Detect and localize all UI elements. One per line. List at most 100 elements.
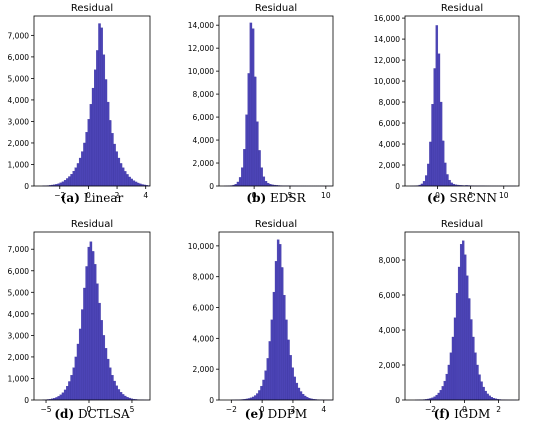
y-tick-label: 6,000 [193, 113, 215, 122]
histogram-bar [61, 181, 65, 187]
histogram-bar [462, 240, 465, 401]
histogram-bar [464, 254, 467, 401]
histogram-bar [132, 180, 136, 187]
y-tick-label: 2,000 [193, 159, 215, 168]
histogram-bar [61, 392, 65, 401]
histogram-bar [96, 50, 99, 187]
histogram-bar [251, 28, 255, 187]
histogram-bar [98, 23, 101, 187]
y-tick-label: 5,000 [8, 288, 30, 297]
histogram-bar [468, 298, 471, 401]
histogram-bar [283, 295, 286, 401]
histogram-bar [270, 319, 274, 401]
axes-frame [218, 231, 334, 401]
histogram-bar [459, 244, 463, 401]
histogram-bar [111, 375, 114, 401]
panel-caption: (f) IGDM [434, 407, 491, 421]
histogram-bar [117, 157, 121, 187]
y-tick-label: 12,000 [188, 44, 214, 53]
histogram-bar [247, 73, 250, 187]
y-tick-label: 8,000 [379, 256, 401, 265]
histogram-bar [106, 101, 110, 187]
panel-caption: (b) EDSR [246, 191, 305, 205]
panel-caption-letter: (f) [433, 407, 451, 421]
y-tick-label: 2,000 [193, 365, 215, 374]
histogram-bar [433, 396, 436, 401]
histogram-bar [490, 397, 493, 401]
histogram-bar [74, 167, 78, 187]
histogram-bar [437, 53, 441, 187]
histogram-bar [76, 163, 80, 187]
panel-caption: (c) SRCNN [427, 191, 497, 205]
histogram-bars [410, 25, 517, 187]
histogram-bar [76, 343, 80, 401]
panel-caption-name: SRCNN [449, 191, 497, 205]
histogram-bar [488, 395, 491, 401]
histogram-bar [126, 174, 129, 187]
histogram-bar [66, 386, 69, 401]
histogram-bar [297, 387, 301, 401]
histogram-bar [72, 367, 75, 401]
x-tick-label: 4 [321, 405, 326, 414]
y-tick-label: 14,000 [188, 21, 214, 30]
histogram-bar [446, 174, 449, 187]
histogram-bar [104, 348, 108, 401]
y-tick-label: 4,000 [193, 136, 215, 145]
y-tick-label: 6,000 [379, 119, 401, 128]
chart-title: Residual [71, 3, 113, 14]
y-tick-label: 0 [209, 182, 214, 191]
histogram-bar [295, 382, 299, 401]
histogram-bar [422, 181, 426, 187]
y-tick-label: 6,000 [193, 304, 215, 313]
histogram-bar [470, 319, 473, 401]
panel-caption-letter: (e) [244, 407, 264, 421]
y-tick-label: 0 [24, 182, 29, 191]
histogram-bars [231, 239, 334, 401]
histogram-bar [486, 393, 489, 401]
histogram-bar [455, 293, 459, 401]
histogram-bar [450, 182, 453, 187]
histogram-bar [276, 239, 280, 401]
histogram-bar [109, 367, 112, 401]
y-tick-label: 3,000 [8, 117, 30, 126]
histogram-bar [238, 177, 242, 187]
x-tick-label: −2 [425, 405, 436, 414]
y-tick-label: 3,000 [8, 331, 30, 340]
panel-caption-letter: (d) [54, 407, 75, 421]
x-tick-label: 0 [87, 405, 92, 414]
y-tick-label: 0 [395, 396, 400, 405]
panel-caption-name: DCTLSA [77, 407, 130, 421]
histogram-bar [113, 143, 116, 187]
histogram-bar [435, 394, 438, 401]
chart-title: Residual [255, 3, 297, 14]
y-tick-label: 8,000 [379, 98, 401, 107]
chart-title: Residual [71, 219, 113, 230]
histogram-bar [453, 317, 457, 401]
y-tick-label: 7,000 [8, 245, 30, 254]
x-tick-label: −2 [226, 405, 237, 414]
histogram-bar [439, 390, 442, 401]
x-tick-label: 5 [130, 405, 135, 414]
histogram-bar [448, 179, 451, 187]
x-tick-label: 0 [462, 405, 467, 414]
histogram-panel: Residual 0 2,000 4,000 6,000 8,000 10,000 12,00… [188, 3, 334, 200]
histogram-bar [85, 132, 88, 187]
histogram-bar [245, 114, 248, 187]
histogram-bar [74, 356, 78, 401]
histogram-bar [87, 119, 90, 187]
histogram-bar [72, 170, 75, 187]
x-tick-label: 0 [86, 191, 91, 200]
histogram-bar [480, 381, 483, 401]
y-tick-label: 6,000 [379, 291, 401, 300]
y-tick-label: 14,000 [374, 35, 400, 44]
x-tick-label: −2 [54, 191, 65, 200]
histogram-bar [306, 397, 309, 401]
axes-frame [218, 15, 334, 187]
y-tick-label: 4,000 [193, 334, 215, 343]
histogram-bar [441, 140, 445, 187]
histogram-bar [449, 352, 453, 401]
histogram-bar [249, 22, 253, 187]
histogram-bar [117, 389, 121, 401]
histogram-bar [457, 266, 461, 401]
histogram-bar [63, 389, 67, 401]
